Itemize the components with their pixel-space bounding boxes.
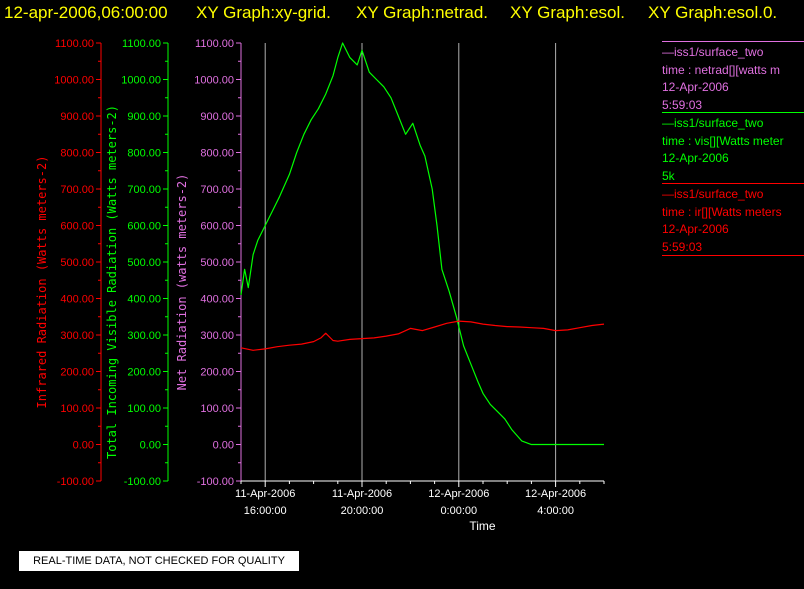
legend-value: 5:59:03 [662,239,703,254]
visible-y-tick-label: -100.00 [124,476,161,488]
quality-disclaimer: REAL-TIME DATA, NOT CHECKED FOR QUALITY [19,551,299,571]
infrared-y-tick-label: -100.00 [57,476,94,488]
visible-y-tick-label: 600.00 [127,221,161,233]
visible-y-tick-label: 300.00 [127,330,161,342]
legend-entry-netrad: —iss1/surface_two time : netrad[][watts … [662,44,804,114]
net-y-tick-label: 800.00 [200,148,234,160]
infrared-y-tick-label: 100.00 [60,403,94,415]
x-tick-label: 12-Apr-2006 [525,488,586,500]
infrared-y-axis-label: Infrared Radiation (Watts meters-2) [35,156,49,409]
infrared-y-tick-label: 0.00 [73,440,94,452]
graph-title-esol: XY Graph:esol. [510,3,625,22]
visible-y-tick-label: 400.00 [127,294,161,306]
net-y-axis-label: Net Radiation (watts meters-2) [175,174,189,391]
net-y-tick-label: 1100.00 [195,38,234,50]
net-y-tick-label: 700.00 [200,184,234,196]
legend-source: —iss1/surface_two [662,116,764,130]
infrared-y-tick-label: 300.00 [60,330,94,342]
legend-divider [662,41,804,42]
legend-date: 12-Apr-2006 [662,80,729,94]
net-y-tick-label: 100.00 [200,403,234,415]
legend-divider [662,112,804,113]
infrared-y-tick-label: 800.00 [60,148,94,160]
graph-title-xy-grid: XY Graph:xy-grid. [196,3,331,22]
x-axis-label: Time [469,519,496,533]
visible-y-tick-label: 1000.00 [121,75,161,87]
x-tick-label: 11-Apr-2006 [332,488,392,500]
x-tick-label: 16:00:00 [244,505,287,517]
visible-y-tick-label: 800.00 [127,148,161,160]
legend-label: time : ir[][Watts meters [662,204,782,219]
infrared-y-tick-label: 400.00 [60,294,94,306]
legend-divider [662,183,804,184]
legend-date: 12-Apr-2006 [662,222,729,236]
net-y-tick-label: 500.00 [200,257,234,269]
visible-y-tick-label: 900.00 [127,111,161,123]
infrared-y-tick-label: 1100.00 [55,38,94,50]
visible-y-tick-label: 200.00 [127,367,161,379]
infrared-y-tick-label: 500.00 [60,257,94,269]
graph-title-esol-0: XY Graph:esol.0. [648,3,778,22]
legend-label: time : netrad[][watts m [662,62,781,77]
timestamp: 12-apr-2006,06:00:00 [4,3,168,22]
visible-y-axis-label: Total Incoming Visible Radiation (Watts … [105,105,119,459]
infrared-y-tick-label: 1000.00 [54,75,94,87]
legend-source: —iss1/surface_two [662,45,764,59]
net-y-tick-label: 200.00 [200,367,234,379]
net-y-tick-label: 1000.00 [194,75,234,87]
infrared-y-tick-label: 600.00 [60,221,94,233]
legend-value: 5k [662,168,675,183]
visible-y-tick-label: 0.00 [140,440,161,452]
graph-title-netrad: XY Graph:netrad. [356,3,488,22]
legend-source: —iss1/surface_two [662,187,764,201]
visible-y-tick-label: 700.00 [127,184,161,196]
x-tick-label: 20:00:00 [341,505,384,517]
x-tick-label: 12-Apr-2006 [428,488,489,500]
net-y-tick-label: -100.00 [197,476,234,488]
title-bar: 12-apr-2006,06:00:00 XY Graph:xy-grid. X… [0,0,804,26]
legend-entry-ir: —iss1/surface_two time : ir[][Watts mete… [662,186,804,256]
net-y-tick-label: 400.00 [200,294,234,306]
legend-label: time : vis[][Watts meter [662,133,784,148]
legend-divider [662,255,804,256]
net-y-tick-label: 600.00 [200,221,234,233]
series-line-vis [240,42,604,446]
legend-entry-vis: —iss1/surface_two time : vis[][Watts met… [662,115,804,185]
net-y-tick-label: 900.00 [200,111,234,123]
infrared-y-tick-label: 700.00 [60,184,94,196]
visible-y-tick-label: 1100.00 [122,38,161,50]
x-tick-label: 11-Apr-2006 [235,488,295,500]
legend-value: 5:59:03 [662,97,703,112]
visible-y-tick-label: 100.00 [127,403,161,415]
net-y-tick-label: 0.00 [213,440,234,452]
visible-y-tick-label: 500.00 [127,257,161,269]
series-line-ir [240,320,605,351]
x-tick-label: 0:00:00 [440,505,477,517]
x-tick-label: 4:00:00 [537,505,574,517]
infrared-y-tick-label: 200.00 [60,367,94,379]
net-y-tick-label: 300.00 [200,330,234,342]
legend-date: 12-Apr-2006 [662,151,729,165]
infrared-y-tick-label: 900.00 [60,111,94,123]
